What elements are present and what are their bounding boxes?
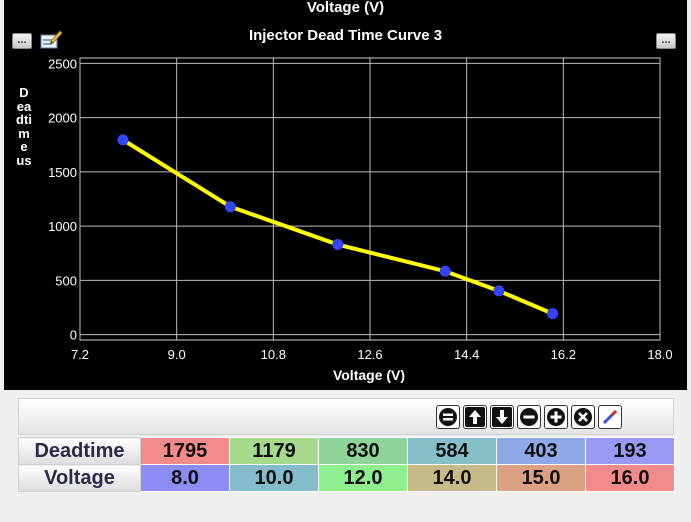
plus-circle-icon — [547, 408, 565, 426]
top-axis-caption: Voltage (V) — [306, 0, 385, 16]
table-row-voltage: Voltage 8.0 10.0 12.0 14.0 15.0 16.0 — [18, 464, 675, 492]
row-header-voltage: Voltage — [18, 464, 141, 492]
add-button[interactable] — [544, 405, 568, 429]
subtract-button[interactable] — [517, 405, 541, 429]
chart-area: 7.2 9.0 10.8 12.6 14.4 16.2 18.0 0 500 1000 1500 20… — [48, 56, 673, 383]
more-options-button-left[interactable]: ... — [12, 33, 32, 49]
series-line — [121, 138, 554, 316]
table-cell[interactable]: 15.0 — [496, 464, 586, 492]
data-point[interactable] — [439, 265, 451, 277]
y-tick-label: 500 — [55, 273, 77, 288]
y-tick-label: 0 — [70, 328, 77, 343]
arrow-down-icon — [492, 407, 512, 427]
table-toolbar — [18, 398, 674, 435]
y-tick-label: 1500 — [48, 165, 77, 180]
table-row-deadtime: Deadtime 1795 1179 830 584 403 193 — [18, 437, 675, 465]
table-cell[interactable]: 8.0 — [140, 464, 230, 492]
arrow-up-icon — [465, 407, 485, 427]
row-header-deadtime: Deadtime — [18, 437, 141, 465]
x-tick-label: 16.2 — [551, 347, 576, 362]
table-cell[interactable]: 193 — [585, 437, 675, 465]
table-cell[interactable]: 12.0 — [318, 464, 408, 492]
interpolate-button[interactable] — [598, 405, 622, 429]
x-tick-label: 9.0 — [168, 347, 186, 362]
x-tick-label: 12.6 — [357, 347, 382, 362]
pen-edit-icon[interactable] — [39, 29, 63, 51]
x-tick-label: 7.2 — [71, 347, 89, 362]
table-cell[interactable]: 584 — [407, 437, 497, 465]
increase-button[interactable] — [463, 405, 487, 429]
clear-button[interactable] — [571, 405, 595, 429]
y-tick-label: 1000 — [48, 219, 77, 234]
interpolate-line-icon — [602, 409, 618, 425]
more-options-button-right[interactable]: ... — [656, 33, 676, 49]
plot-panel: Voltage (V) Injector Dead Time Curve 3 .… — [4, 0, 687, 390]
x-axis-label: Voltage (V) — [333, 367, 405, 383]
table-cell[interactable]: 10.0 — [229, 464, 319, 492]
data-point[interactable] — [493, 285, 505, 297]
data-point[interactable] — [547, 308, 559, 320]
table-cell[interactable]: 1179 — [229, 437, 319, 465]
x-tick-label: 14.4 — [454, 347, 479, 362]
y-tick-label: 2500 — [48, 56, 77, 71]
table-cell[interactable]: 1795 — [140, 437, 230, 465]
y-axis-label: Deadtime us — [16, 85, 32, 168]
equals-circle-icon — [439, 408, 457, 426]
data-point[interactable] — [332, 239, 344, 251]
table-cell[interactable]: 403 — [496, 437, 586, 465]
decrease-button[interactable] — [490, 405, 514, 429]
chart-title: Injector Dead Time Curve 3 — [248, 27, 443, 44]
table-cell[interactable]: 16.0 — [585, 464, 675, 492]
x-tick-label: 18.0 — [647, 347, 672, 362]
data-point[interactable] — [117, 134, 129, 146]
table-cell[interactable]: 830 — [318, 437, 408, 465]
curve-table: Deadtime 1795 1179 830 584 403 193 Volta… — [18, 437, 675, 492]
x-tick-label: 10.8 — [261, 347, 286, 362]
y-tick-label: 2000 — [48, 111, 77, 126]
data-point[interactable] — [224, 201, 236, 213]
minus-circle-icon — [520, 408, 538, 426]
table-cell[interactable]: 14.0 — [407, 464, 497, 492]
x-circle-icon — [574, 408, 592, 426]
equalize-button[interactable] — [436, 405, 460, 429]
